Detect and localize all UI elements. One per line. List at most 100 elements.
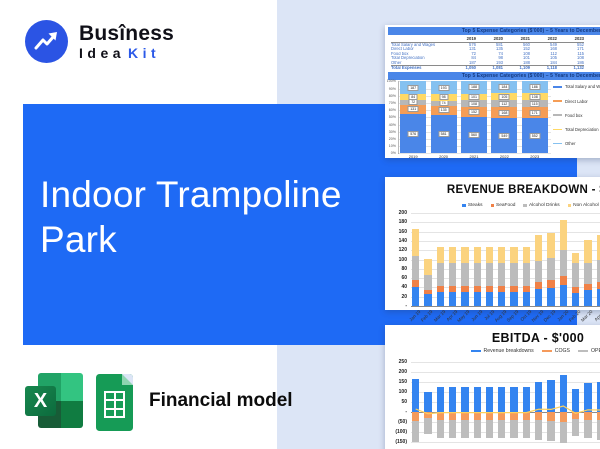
bar-segment [584,262,592,284]
revenue-bar [571,389,580,412]
revenue-bar [510,386,518,412]
bar-segment [510,246,518,264]
bar-segment-label: 74 [439,100,449,107]
bar-segment [424,293,432,306]
bar-segment [485,246,494,264]
x-tick-label: 2021 [469,154,479,160]
table-cell: 187 [469,59,476,65]
bar-segment [571,286,580,293]
bar-segment-label: 188 [468,84,480,91]
bar-segment-label: 152 [468,109,480,116]
bar-segment: 112 [491,99,518,108]
expense-panel: Top 5 Expense Categories ($'000) – 5 Yea… [385,25,600,160]
table-cell: 188 [523,59,530,65]
bar-segment [571,262,580,287]
y-tick-label: (50) [398,419,407,425]
bar-segment [522,286,531,292]
legend-item: SeaFood [490,203,515,208]
table-cell: 552 [577,41,584,47]
gridline [411,278,600,279]
expense-chart-header: Top 5 Expense Categories ($'000) – 5 Yea… [388,72,600,81]
bar-segment [559,250,567,276]
legend-label: Total Salary and Wages [565,84,600,90]
bar-segment-label: 187 [407,84,419,91]
cogs-bar [547,412,555,421]
google-sheets-grid [104,391,125,418]
revenue-bar [596,381,600,412]
bar-segment: 108 [460,100,487,108]
opex-bar [412,421,420,442]
bar-segment [584,239,592,263]
x-tick-label: 2019 [408,154,418,160]
bar-segment-label: 72 [408,99,418,106]
sheets-cell [115,409,123,416]
cogs-bar [584,412,592,420]
opex-bar [596,420,600,441]
bar-segment: 168 [491,107,518,118]
y-tick-label: 70% [388,100,396,105]
bar-segment [571,253,580,263]
bar-segment [596,289,600,306]
table-col-header: 2019 [449,36,476,43]
y-tick-label: 200 [398,369,407,375]
table-cell: 168 [550,46,557,52]
table-row-label: Total Salary and Wages [391,42,436,47]
bar-segment [461,286,469,292]
x-axis-line [411,306,600,307]
bar-segment-label: 184 [498,84,510,91]
table-col-header: 2020 [476,36,503,43]
gridline [411,422,600,423]
bar-segment: 193 [430,81,457,95]
bar-segment-label: 108 [529,93,541,100]
excel-cell [60,400,83,428]
y-tick-label: 60% [388,108,396,113]
table-cell: 184 [550,59,557,65]
stacked-bar: 576 131 72 84 187 [400,81,427,154]
revenue-bar [424,391,432,412]
gridline [411,250,600,251]
bar-segment [473,286,481,292]
cogs-bar [498,412,506,420]
legend-item: Other [553,141,600,146]
y-tick-label: 40% [388,122,396,127]
table-row-label: Direct Labor [391,47,414,52]
bar-segment [485,286,494,292]
cogs-bar [535,412,543,421]
legend-item: Direct Labor [553,99,600,104]
bar-segment-label: 98 [439,94,449,101]
y-tick-label: 100 [398,389,407,395]
bar-segment: 552 [521,118,548,154]
table-cell: 549 [550,41,557,47]
bar-segment: 152 [460,107,487,117]
y-tick-label: 200 [398,210,407,216]
y-tick-label: 80% [388,93,396,98]
opex-bar [448,419,457,438]
bar-segment [498,246,506,264]
x-tick-label: 2020 [439,154,449,160]
ebitda-chart: 25020015010050-(50)(100)(150)(200)Jan-19… [385,356,600,449]
legend-swatch [567,203,572,208]
bar-segment [584,290,592,306]
cogs-bar [461,412,469,420]
table-cell: 131 [469,46,476,52]
legend-label: Non Alcohol Drinks [573,203,600,208]
y-tick-label: 150 [398,379,407,385]
bar-segment [584,283,592,291]
bar-segment [547,287,555,306]
y-tick-label: 50 [401,399,407,405]
y-tick-label: 0% [390,151,396,156]
brand-line2-black: Idea [79,44,126,61]
ebitda-chart-legend: Revenue breakdowns COGS OPEX [385,348,600,354]
google-sheets-fold [122,374,133,385]
y-tick-label: 50% [388,115,396,120]
y-tick-label: 60 [401,275,407,282]
bar-segment [498,286,506,292]
bar-segment [510,263,518,287]
table-cell: 576 [469,41,476,47]
opex-bar [510,419,518,438]
y-tick-label: 30% [388,129,396,134]
revenue-chart-title: REVENUE BREAKDOWN - $'000 [446,184,600,196]
stacked-bar: 552 171 115 108 186 [521,81,548,154]
bar-segment: 171 [521,107,548,119]
